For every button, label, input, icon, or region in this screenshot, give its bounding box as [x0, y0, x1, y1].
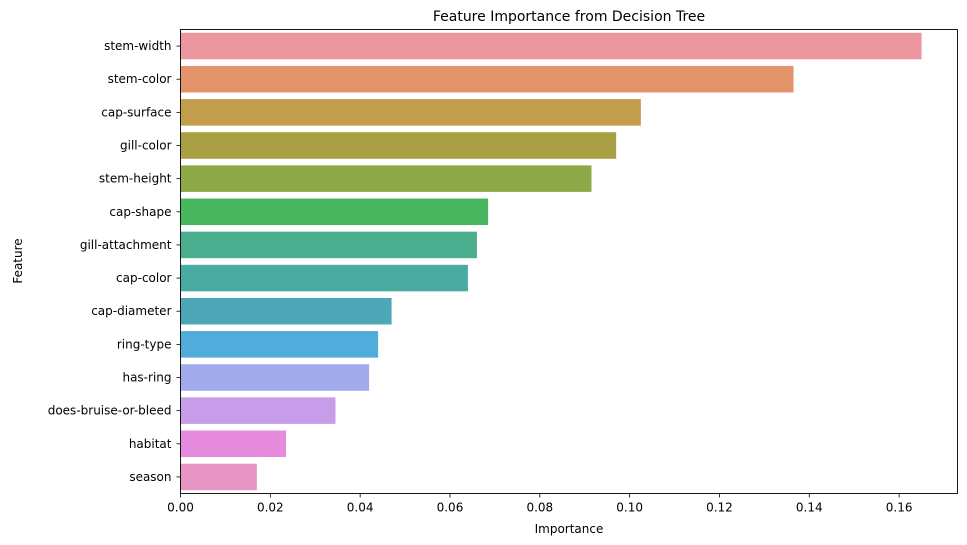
bar-season [180, 463, 257, 491]
bar-cap-surface [180, 99, 641, 126]
x-tick-label: 0.16 [886, 501, 913, 515]
y-tick-label: gill-attachment [80, 238, 172, 252]
bar-habitat [180, 430, 287, 458]
y-tick-label: ring-type [117, 337, 172, 351]
y-tick-label: gill-color [120, 139, 172, 153]
y-tick-label: habitat [129, 437, 172, 451]
bars-group [180, 32, 922, 491]
y-tick-label: season [129, 470, 171, 484]
x-tick-label: 0.06 [437, 501, 464, 515]
x-tick-label: 0.00 [167, 501, 194, 515]
bar-does-bruise-or-bleed [180, 397, 336, 424]
plot-frame [180, 29, 958, 494]
y-tick-label: cap-color [116, 271, 172, 285]
y-tick-label: stem-height [99, 172, 172, 186]
y-tick-label: cap-diameter [91, 304, 171, 318]
x-tick-label: 0.08 [526, 501, 553, 515]
x-tick-label: 0.12 [706, 501, 733, 515]
x-axis-label: Importance [535, 522, 604, 536]
y-tick-labels: stem-width stem-color cap-surface gill-colo… [48, 39, 181, 484]
y-tick-label: stem-color [108, 72, 172, 86]
bar-ring-type [180, 331, 379, 358]
bar-gill-color [180, 132, 617, 159]
x-tick-labels: 0.00 0.02 0.04 0.06 0.08 0.10 0.12 0.14 0.16 [167, 493, 913, 515]
y-tick-label: cap-shape [109, 205, 171, 219]
bar-cap-diameter [180, 297, 392, 325]
bar-stem-color [180, 65, 794, 93]
x-tick-label: 0.14 [796, 501, 823, 515]
x-tick-label: 0.10 [616, 501, 643, 515]
y-tick-label: stem-width [104, 39, 171, 53]
bar-cap-shape [180, 198, 489, 226]
chart-title: Feature Importance from Decision Tree [433, 9, 705, 25]
x-tick-label: 0.02 [257, 501, 284, 515]
y-axis-label: Feature [11, 238, 25, 283]
y-tick-label: cap-surface [101, 105, 171, 119]
bar-gill-attachment [180, 231, 477, 259]
bar-has-ring [180, 364, 370, 391]
y-tick-label: has-ring [122, 371, 171, 385]
x-tick-label: 0.04 [347, 501, 374, 515]
bar-stem-height [180, 165, 592, 192]
bar-stem-width [180, 32, 922, 60]
y-tick-label: does-bruise-or-bleed [48, 404, 172, 418]
bar-cap-color [180, 264, 468, 292]
